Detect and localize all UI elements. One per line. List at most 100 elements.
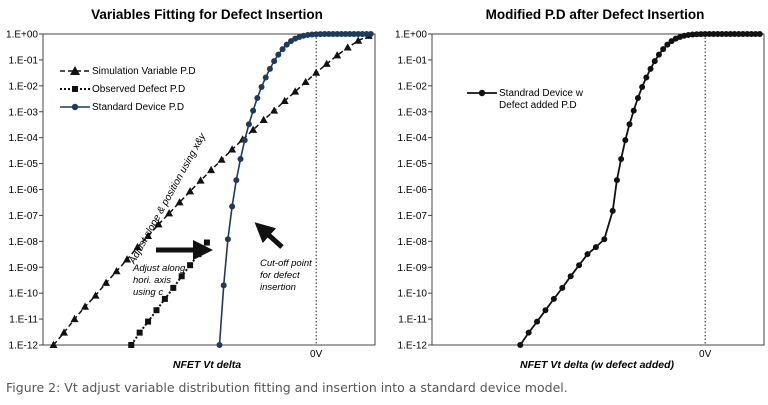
chart-left-y-axis: 1.E-12 1.E-11 1.E-10 1.E-09 1.E-08 1.E-07 1.E-… [6, 30, 43, 352]
data-point [748, 31, 755, 37]
data-point [355, 31, 362, 37]
legend-label: Standrad Device w Defect added P.D [499, 88, 586, 111]
chart-right-x-label: NFET Vt delta (w defect added) [520, 359, 675, 371]
chart-left-series [49, 31, 374, 348]
data-point [228, 145, 237, 153]
chart-right-legend: Standrad Device w Defect added P.D [467, 88, 586, 111]
data-point [534, 318, 541, 325]
data-point [363, 31, 370, 37]
y-tick-label: 1.E-02 [398, 81, 428, 92]
data-point [647, 65, 654, 72]
data-point [245, 121, 252, 128]
data-point [161, 295, 168, 302]
data-point [270, 106, 279, 114]
legend-item-simulation: Simulation Variable P.D [60, 66, 196, 77]
data-point [350, 31, 357, 37]
data-point [145, 318, 152, 325]
data-point [325, 31, 332, 38]
data-point [367, 31, 374, 37]
y-tick-label: 1.E-11 [398, 315, 427, 326]
x-tick-label: 0V [310, 349, 323, 360]
data-point [249, 125, 258, 133]
data-point [279, 46, 286, 53]
data-point [178, 273, 185, 280]
data-point [283, 41, 290, 48]
data-point [664, 41, 671, 48]
data-point [220, 282, 227, 289]
series-line [130, 241, 208, 346]
y-tick-label: 1.E-04 [9, 133, 39, 144]
y-tick-label: 1.E-07 [398, 211, 428, 222]
data-point [136, 329, 143, 336]
data-point [739, 31, 746, 37]
legend-label: Observed Defect P.D [92, 84, 185, 95]
y-tick-label: 1.E-12 [398, 341, 428, 352]
chart-right: Modified P.D after Defect Insertion 1.E-… [395, 7, 765, 371]
data-point [601, 236, 608, 243]
legend-label: Simulation Variable P.D [92, 66, 196, 77]
chart-left: Variables Fitting for Defect Insertion 1… [6, 7, 376, 371]
data-point [655, 51, 662, 58]
data-point [714, 31, 721, 37]
data-point [630, 107, 637, 114]
data-point [639, 84, 646, 91]
data-point [710, 31, 717, 38]
data-point [266, 65, 273, 72]
circle-marker-icon [478, 89, 486, 97]
data-point [241, 137, 248, 144]
data-point [333, 51, 342, 59]
data-point [153, 307, 160, 314]
data-point [229, 203, 236, 210]
data-point [291, 87, 300, 95]
y-tick-label: 1.E-09 [398, 263, 428, 274]
data-point [321, 31, 328, 38]
data-point [144, 231, 153, 240]
data-point [731, 31, 738, 37]
y-tick-label: 1.E-09 [9, 263, 39, 274]
data-point [517, 342, 524, 348]
data-point [744, 31, 751, 37]
data-point [271, 58, 278, 65]
data-point [254, 94, 261, 101]
data-point [102, 278, 111, 286]
data-point [154, 220, 163, 228]
y-tick-label: 1.E-03 [398, 107, 428, 118]
data-point [643, 74, 650, 81]
legend-label: Standard Device P.D [92, 102, 184, 113]
data-point [128, 342, 135, 348]
data-point [91, 291, 100, 299]
data-point [123, 255, 132, 263]
chart-left-title: Variables Fitting for Defect Insertion [91, 7, 323, 22]
data-point [342, 31, 349, 37]
data-point [613, 177, 620, 184]
data-point [651, 58, 658, 65]
data-point [322, 59, 331, 67]
annotation-cutoff: Cut-off point for defect insertion [260, 258, 314, 293]
y-tick-label: 1.E-02 [9, 81, 39, 92]
y-tick-label: 1.E-10 [9, 289, 39, 300]
y-tick-label: 1.E-12 [9, 341, 39, 352]
data-point [576, 262, 583, 269]
annotation-adjust-hori: Adjust along hori. axis using c [132, 263, 188, 298]
data-point [329, 31, 336, 38]
y-tick-label: 1.E-10 [398, 289, 428, 300]
y-tick-label: 1.E-07 [9, 211, 39, 222]
data-point [216, 342, 223, 348]
data-point [60, 328, 69, 336]
data-point [550, 295, 557, 302]
data-point [224, 236, 231, 243]
data-point [165, 209, 174, 217]
data-point [186, 187, 195, 195]
data-point [567, 273, 574, 280]
data-point [70, 314, 79, 323]
data-point [727, 31, 734, 37]
data-point [354, 36, 363, 44]
y-tick-label: 1.E-06 [9, 185, 39, 196]
data-point [343, 43, 352, 51]
data-point [346, 31, 353, 37]
data-point [542, 307, 549, 314]
data-point [196, 176, 205, 184]
data-point [187, 262, 194, 269]
data-point [81, 302, 90, 310]
data-point [334, 31, 341, 37]
